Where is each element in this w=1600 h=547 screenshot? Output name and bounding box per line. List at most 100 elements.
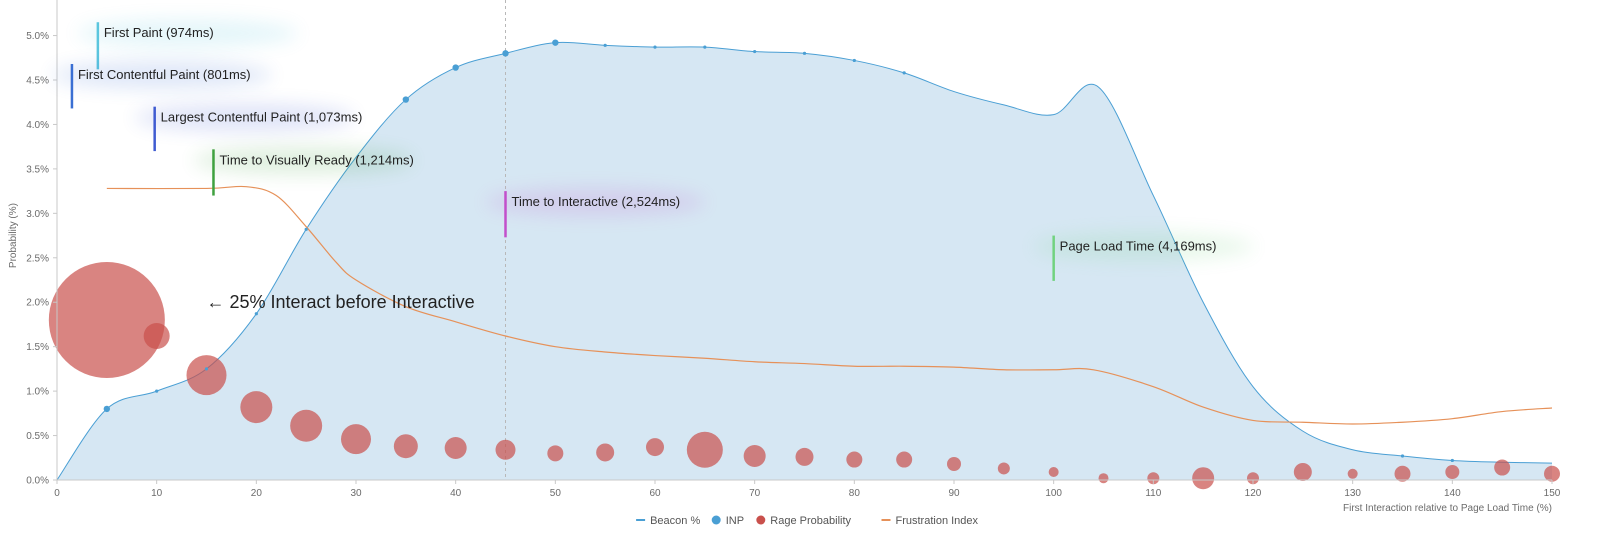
legend-label: Beacon % xyxy=(650,515,700,527)
inp-point xyxy=(1400,454,1405,458)
rage-bubble xyxy=(1147,472,1160,485)
marker-label: Largest Contentful Paint (1,073ms) xyxy=(161,110,363,125)
inp-point xyxy=(452,64,459,71)
timing-markers: First Paint (974ms) First Contentful Pain… xyxy=(51,19,1254,281)
rage-bubble xyxy=(1347,468,1358,479)
beacon-area-fill xyxy=(57,42,1552,480)
marker-label: First Paint (974ms) xyxy=(104,25,214,40)
interact-before-interactive-annotation: ← 25% Interact before Interactive xyxy=(207,292,475,312)
timing-marker: First Paint (974ms) xyxy=(77,19,298,70)
legend[interactable]: Beacon % INP Rage Probability Frustration I… xyxy=(636,515,979,527)
inp-point xyxy=(802,51,807,55)
rage-bubble xyxy=(143,323,170,349)
y-axis-title: Probability (%) xyxy=(8,203,19,268)
rage-bubble xyxy=(1494,459,1511,476)
y-tick-label: 5.0% xyxy=(26,31,49,42)
marker-glow xyxy=(51,61,272,89)
x-tick-label: 30 xyxy=(350,488,362,499)
rage-bubble xyxy=(495,439,516,460)
y-tick-label: 4.0% xyxy=(26,120,49,131)
timing-marker: First Contentful Paint (801ms) xyxy=(51,61,272,109)
legend-item[interactable]: Rage Probability xyxy=(756,515,852,527)
inp-point xyxy=(653,45,657,49)
inp-point xyxy=(603,43,607,47)
rage-bubble xyxy=(1192,467,1215,490)
annotations: ← 25% Interact before Interactive xyxy=(207,292,475,312)
beacon-area-layer xyxy=(56,41,1553,481)
frustration-line-layer xyxy=(106,185,1553,425)
inp-point xyxy=(304,227,308,231)
marker-label: First Contentful Paint (801ms) xyxy=(78,67,251,82)
y-tick-label: 3.5% xyxy=(26,164,49,175)
x-tick-label: 130 xyxy=(1344,488,1361,499)
axes: 0 10 20 30 40 50 60 70 80 90 100 110 120 130 140 150 0.0… xyxy=(8,0,1561,514)
marker-label: Time to Interactive (2,524ms) xyxy=(512,194,681,209)
rage-bubble xyxy=(686,431,723,468)
y-tick-label: 0.5% xyxy=(26,431,49,442)
rage-bubble xyxy=(846,451,863,468)
x-tick-label: 50 xyxy=(550,488,562,499)
inp-point xyxy=(254,312,258,316)
rage-bubble xyxy=(240,391,273,424)
y-tick-label: 3.0% xyxy=(26,209,49,220)
x-tick-label: 150 xyxy=(1544,488,1561,499)
marker-label: Time to Visually Ready (1,214ms) xyxy=(219,152,413,167)
legend-label: Frustration Index xyxy=(896,515,979,527)
y-tick-label: 0.0% xyxy=(26,476,49,487)
frustration-index-line xyxy=(106,185,1553,425)
x-tick-label: 20 xyxy=(251,488,263,499)
y-tick-label: 2.5% xyxy=(26,253,49,264)
rage-bubble xyxy=(1293,463,1312,481)
x-tick-label: 100 xyxy=(1045,488,1062,499)
x-tick-label: 80 xyxy=(849,488,861,499)
x-tick-label: 90 xyxy=(948,488,960,499)
rage-bubble xyxy=(341,424,371,455)
x-tick-label: 0 xyxy=(54,488,60,499)
x-tick-label: 110 xyxy=(1145,488,1161,499)
rage-bubble xyxy=(48,262,165,378)
x-axis-title: First Interaction relative to Page Load … xyxy=(1343,503,1552,514)
x-tick-label: 120 xyxy=(1245,488,1262,499)
legend-swatch-dot xyxy=(711,515,721,525)
inp-point xyxy=(852,58,856,63)
inp-point xyxy=(204,367,209,371)
inp-point xyxy=(753,49,757,54)
rage-bubble xyxy=(743,445,766,467)
x-tick-label: 10 xyxy=(151,488,163,499)
timing-marker: Page Load Time (4,169ms) xyxy=(1033,232,1254,281)
timing-marker: Largest Contentful Paint (1,073ms) xyxy=(134,103,363,152)
inp-point xyxy=(155,389,159,393)
rage-bubble xyxy=(186,355,227,396)
legend-item[interactable]: Beacon % xyxy=(636,515,700,527)
legend-label: INP xyxy=(726,515,744,527)
inp-point xyxy=(552,39,559,46)
rage-bubble xyxy=(896,451,913,468)
timing-marker: Time to Visually Ready (1,214ms) xyxy=(193,146,414,196)
rage-bubble xyxy=(547,445,564,462)
rage-bubble xyxy=(947,457,961,471)
rage-bubble xyxy=(1048,467,1059,477)
rage-bubble xyxy=(393,434,418,459)
inp-point xyxy=(502,50,509,57)
inp-point xyxy=(703,45,707,49)
rage-bubble xyxy=(1394,465,1411,482)
inp-points-layer xyxy=(103,39,1454,463)
inp-point xyxy=(402,96,410,103)
rage-bubble xyxy=(290,409,323,442)
marker-glow xyxy=(134,103,355,132)
rage-bubble xyxy=(997,462,1010,475)
x-tick-label: 60 xyxy=(649,488,661,499)
y-tick-label: 2.0% xyxy=(26,298,49,309)
rage-bubble xyxy=(1098,473,1109,484)
marker-glow xyxy=(485,188,706,217)
marker-label: Page Load Time (4,169ms) xyxy=(1060,239,1217,254)
y-tick-label: 4.5% xyxy=(26,76,49,87)
rage-bubble xyxy=(1544,465,1560,482)
legend-label: Rage Probability xyxy=(770,515,851,527)
legend-item[interactable]: INP xyxy=(711,515,744,527)
legend-item[interactable]: Frustration Index xyxy=(881,515,979,527)
inp-point xyxy=(1450,458,1454,463)
rage-bubble xyxy=(596,443,615,462)
x-tick-label: 140 xyxy=(1444,488,1461,499)
y-tick-label: 1.5% xyxy=(26,342,49,353)
